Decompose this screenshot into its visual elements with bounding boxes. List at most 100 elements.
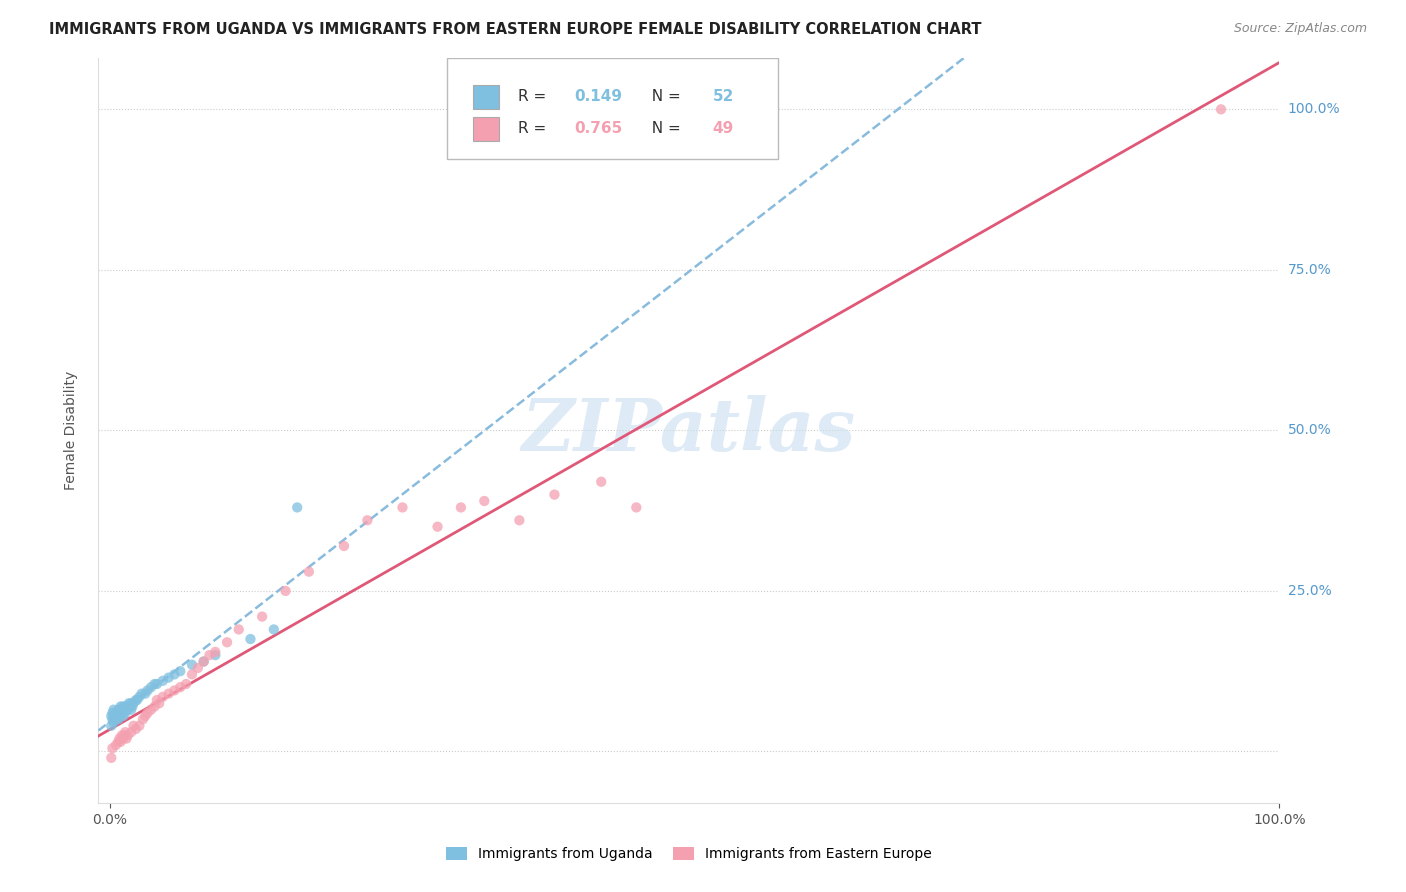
Text: ZIPatlas: ZIPatlas bbox=[522, 395, 856, 466]
Point bbox=[111, 731, 134, 746]
Point bbox=[136, 683, 159, 698]
Point bbox=[591, 475, 613, 489]
Point bbox=[543, 487, 565, 501]
Point bbox=[472, 494, 495, 508]
Point bbox=[333, 539, 356, 553]
Point bbox=[101, 706, 124, 720]
Point bbox=[107, 712, 129, 726]
Point bbox=[193, 655, 215, 669]
Point bbox=[125, 693, 148, 707]
Point bbox=[118, 696, 141, 710]
Point bbox=[391, 500, 413, 515]
Point bbox=[120, 696, 142, 710]
Point bbox=[204, 648, 226, 662]
Text: 0.149: 0.149 bbox=[575, 89, 623, 104]
Point bbox=[105, 706, 128, 720]
Point bbox=[121, 699, 143, 714]
Point bbox=[239, 632, 262, 646]
Point bbox=[426, 519, 449, 533]
Point bbox=[215, 635, 238, 649]
Point bbox=[122, 696, 145, 710]
Point bbox=[111, 709, 134, 723]
Point bbox=[136, 706, 159, 720]
Y-axis label: Female Disability: Female Disability bbox=[63, 371, 77, 490]
Point bbox=[228, 623, 250, 637]
Point bbox=[1209, 103, 1232, 117]
Point bbox=[117, 703, 139, 717]
Point bbox=[108, 731, 131, 746]
Point bbox=[120, 725, 142, 739]
Point bbox=[134, 687, 156, 701]
Text: 75.0%: 75.0% bbox=[1288, 263, 1331, 277]
Point bbox=[128, 719, 150, 733]
Point bbox=[181, 667, 204, 681]
Point bbox=[356, 513, 378, 527]
Point bbox=[134, 709, 156, 723]
Point bbox=[103, 703, 125, 717]
Point bbox=[110, 709, 132, 723]
Point bbox=[187, 661, 209, 675]
Point bbox=[131, 687, 153, 701]
Point bbox=[111, 728, 134, 742]
Point bbox=[100, 751, 122, 765]
Point bbox=[108, 706, 131, 720]
Point bbox=[101, 712, 124, 726]
Point bbox=[146, 677, 169, 691]
Point bbox=[111, 703, 134, 717]
Point bbox=[112, 728, 135, 742]
Point bbox=[198, 648, 221, 662]
Point bbox=[100, 719, 122, 733]
Point bbox=[101, 741, 124, 756]
Point bbox=[104, 712, 127, 726]
Point bbox=[103, 715, 125, 730]
Point bbox=[104, 706, 127, 720]
Point bbox=[152, 690, 174, 704]
Point bbox=[169, 680, 191, 694]
Point bbox=[115, 731, 138, 746]
Text: 50.0%: 50.0% bbox=[1288, 424, 1331, 437]
Point bbox=[169, 664, 191, 678]
Point bbox=[114, 706, 136, 720]
Point bbox=[163, 683, 186, 698]
Point bbox=[298, 565, 321, 579]
Legend: Immigrants from Uganda, Immigrants from Eastern Europe: Immigrants from Uganda, Immigrants from … bbox=[440, 841, 938, 867]
Point bbox=[250, 609, 273, 624]
FancyBboxPatch shape bbox=[447, 58, 778, 159]
Point bbox=[146, 693, 169, 707]
Text: 25.0%: 25.0% bbox=[1288, 584, 1331, 598]
Point bbox=[157, 671, 180, 685]
Point bbox=[132, 712, 155, 726]
Text: R =: R = bbox=[517, 89, 551, 104]
Point bbox=[143, 699, 166, 714]
Text: 100.0%: 100.0% bbox=[1288, 103, 1340, 116]
Point bbox=[139, 680, 162, 694]
Point bbox=[143, 677, 166, 691]
Point bbox=[100, 709, 122, 723]
Point bbox=[115, 703, 138, 717]
Point bbox=[152, 673, 174, 688]
Point bbox=[450, 500, 472, 515]
Point bbox=[163, 667, 186, 681]
Point bbox=[122, 719, 145, 733]
Point bbox=[104, 738, 127, 752]
Point bbox=[104, 712, 127, 726]
Point bbox=[112, 703, 135, 717]
FancyBboxPatch shape bbox=[472, 117, 499, 141]
Point bbox=[104, 709, 127, 723]
Point bbox=[114, 725, 136, 739]
Point bbox=[128, 690, 150, 704]
Text: 52: 52 bbox=[713, 89, 734, 104]
Text: N =: N = bbox=[641, 121, 685, 136]
Point bbox=[508, 513, 530, 527]
Point bbox=[626, 500, 648, 515]
Point bbox=[148, 696, 170, 710]
Point bbox=[263, 623, 285, 637]
Point bbox=[193, 655, 215, 669]
Text: IMMIGRANTS FROM UGANDA VS IMMIGRANTS FROM EASTERN EUROPE FEMALE DISABILITY CORRE: IMMIGRANTS FROM UGANDA VS IMMIGRANTS FRO… bbox=[49, 22, 981, 37]
Point bbox=[120, 703, 142, 717]
Point bbox=[105, 709, 128, 723]
Text: R =: R = bbox=[517, 121, 551, 136]
Point bbox=[285, 500, 308, 515]
Point bbox=[107, 735, 129, 749]
Point bbox=[204, 645, 226, 659]
